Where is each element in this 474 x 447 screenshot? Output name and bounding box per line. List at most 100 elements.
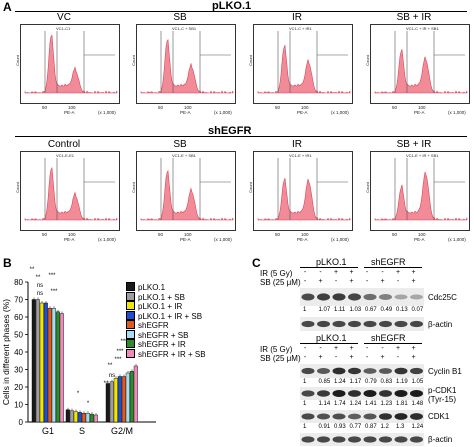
- plko_plots-xaxis-label-1: PE-A: [180, 110, 191, 115]
- label-actin-top: β-actin: [428, 320, 453, 329]
- actin-top-band-3: [348, 320, 361, 328]
- plko_plots-xaxis-scale-1: (x 1,000): [214, 110, 232, 115]
- bar-S-1: [69, 410, 74, 423]
- shegfr_plots-title-2: IR: [292, 139, 302, 150]
- cyclinb1-band-1: [317, 368, 330, 374]
- shegfr_plots-yaxis-label-2: Count: [247, 182, 253, 193]
- shegfr_plots-xtick-0-0: 50: [42, 232, 48, 237]
- vals-cdk1-0: 1: [303, 424, 307, 430]
- vals-pcdk1-1: 1.14: [318, 401, 331, 407]
- bar-G1-6: [55, 311, 60, 423]
- vals-cdk1-6: 1.3: [396, 424, 405, 430]
- plko_plots-gate-label-2: VC1-C + IR1: [289, 26, 312, 31]
- top-group-shEGFR: shEGFR: [371, 257, 406, 267]
- vals-cyclinb1-2: 1.24: [334, 379, 346, 385]
- top-sb-sign-4: -: [365, 278, 369, 285]
- cell-cycle-bar-chart: 0 10 20 30 40 50 60 70 80 Cells in different phas…: [1, 267, 156, 436]
- vals-pcdk1-4: 1.41: [365, 401, 377, 407]
- legend-item-7: shEGFR + IR + SB: [126, 348, 206, 359]
- shegfr_plots-gate-label-3: VC1-E + IR + SB1: [406, 153, 439, 158]
- vals-cdc25c-5: 0.49: [380, 307, 393, 313]
- actin-top-band-2: [332, 320, 346, 328]
- shegfr_plots-xtick-2-0: 50: [275, 232, 281, 237]
- shegfr_plots-title-3: SB + IR: [396, 139, 432, 150]
- bar-G1-0: [31, 299, 36, 423]
- actin-bottom-band-1: [317, 436, 330, 443]
- plko-group-title: pLKO.1: [212, 0, 252, 12]
- actin-bottom-band-6: [394, 436, 408, 443]
- actin-bottom-band-3: [348, 436, 361, 443]
- pcdk1-band-6: [394, 390, 408, 397]
- cdk1-band-2: [332, 413, 346, 420]
- legend-label: pLKO.1: [138, 283, 166, 292]
- pcdk1-band-1: [317, 390, 330, 397]
- plko_plots-xaxis-scale-2: (x 1,000): [331, 110, 349, 115]
- bar-S-3: [77, 412, 82, 423]
- bottom-group-shEGFR-rule: [364, 343, 422, 344]
- blot-actin-bottom: [300, 433, 424, 446]
- vals-pcdk1-6: 1.81: [396, 401, 408, 407]
- label-cyclinb1: Cyclin B1: [428, 367, 462, 376]
- bar-G1-3: [43, 302, 48, 423]
- significance-label: ***: [50, 289, 58, 295]
- legend-label: pLKO.1 + IR: [138, 302, 183, 311]
- top-sb-sign-7: +: [411, 278, 416, 285]
- shegfr_plots-xaxis-scale-0: (x 1,000): [98, 237, 116, 242]
- bottom-ir-label: IR (5 Gy): [260, 345, 293, 354]
- cdk1-band-1: [317, 413, 330, 420]
- actin-bottom-band-7: [410, 436, 423, 443]
- label-actin-bottom: β-actin: [428, 435, 453, 444]
- plko_plots-title-3: SB + IR: [396, 12, 432, 23]
- legend-swatch: [126, 329, 135, 339]
- plko_plots-gate-label-0: VC1-C1: [56, 26, 71, 31]
- shegfr-title-rule: [15, 136, 467, 137]
- significance-label: ***: [48, 273, 56, 279]
- shegfr_plots-xaxis-scale-3: (x 1,000): [448, 237, 466, 242]
- plko_plots-histogram-trace-1: [140, 38, 234, 94]
- pcdk1-band-4: [363, 390, 377, 397]
- y-tick-label: 40: [14, 348, 23, 357]
- plko_plots-yaxis-label-2: Count: [247, 55, 253, 66]
- bar-G2M-7: [133, 365, 138, 423]
- bottom-group-shEGFR: shEGFR: [371, 333, 406, 343]
- top-sb-sign-5: +: [380, 278, 385, 285]
- legend-label: shEGFR: [138, 321, 169, 330]
- bottom-ir-sign-4: -: [365, 345, 369, 352]
- plko_plots-yaxis-label-3: Count: [364, 55, 370, 66]
- significance-label: **: [36, 275, 41, 281]
- bar-S-6: [89, 413, 94, 423]
- shegfr_plots-histogram-0: [20, 151, 120, 231]
- vals-cdc25c-7: 0.07: [411, 307, 424, 313]
- shegfr_plots-histogram-trace-1: [140, 169, 234, 221]
- bar-G1-1: [35, 299, 40, 423]
- cyclinb1-band-7: [410, 367, 423, 375]
- vals-cdk1-3: 0.77: [349, 424, 362, 430]
- bottom-ir-sign-5: -: [381, 345, 384, 352]
- vals-cyclinb1-4: 0.79: [365, 379, 377, 385]
- significance-label: ***: [120, 339, 128, 345]
- vals-cdk1-7: 1.24: [411, 424, 424, 430]
- plko_plots-histogram-trace-3: [374, 49, 468, 94]
- plko_plots-yaxis-label-1: Count: [130, 55, 136, 66]
- bar-S-5: [85, 413, 90, 423]
- actin-top-band-4: [363, 320, 377, 328]
- shegfr_plots-xtick-2-1: 100: [301, 232, 309, 237]
- actin-bottom-band-5: [379, 436, 392, 443]
- vals-cdk1-4: 0.87: [365, 424, 377, 430]
- label-pcdk1: p-CDK1: [428, 386, 457, 395]
- plko_plots-gate-label-1: VC1-C + SB1: [172, 26, 197, 31]
- top-ir-sign-5: -: [381, 269, 384, 276]
- cdk1-band-4: [363, 413, 377, 420]
- legend-item-4: shEGFR: [126, 320, 169, 330]
- shegfr_plots-histogram-trace-0: [24, 166, 118, 221]
- y-tick-label: 80: [14, 278, 23, 287]
- plko_plots-xtick-0-0: 50: [42, 105, 48, 110]
- plko_plots-xtick-1-1: 100: [184, 105, 192, 110]
- bottom-ir-sign-7: +: [411, 345, 416, 352]
- vals-cdc25c-1: 1.07: [318, 307, 331, 313]
- significance-label: ns: [109, 373, 115, 379]
- shegfr_plots-title-1: SB: [173, 139, 187, 150]
- significance-label: *: [87, 401, 90, 407]
- shegfr_plots-xaxis-scale-2: (x 1,000): [331, 237, 349, 242]
- label-cdc25c: Cdc25C: [428, 293, 457, 302]
